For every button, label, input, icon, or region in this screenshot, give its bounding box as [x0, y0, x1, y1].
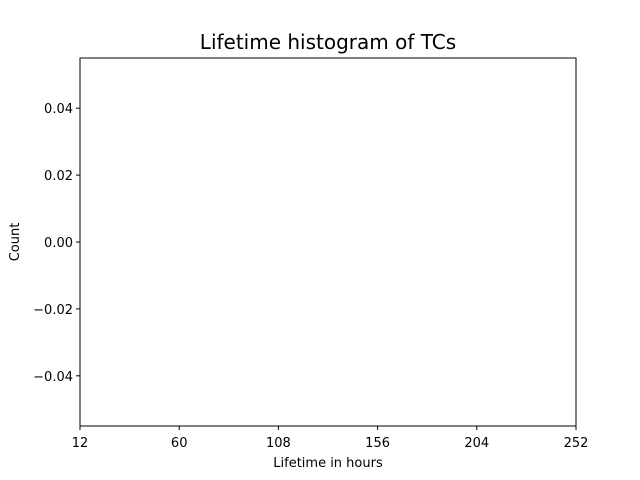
chart-title: Lifetime histogram of TCs	[200, 30, 456, 54]
y-tick-label: −0.04	[33, 370, 73, 385]
y-tick-label: 0.04	[44, 102, 73, 117]
y-tick-label: −0.02	[33, 303, 73, 318]
y-axis-label: Count	[8, 223, 23, 262]
x-tick-label: 108	[266, 436, 291, 451]
x-axis-ticks: 12 60 108 156 204 252	[72, 426, 589, 451]
y-tick-label: 0.00	[44, 236, 73, 251]
y-axis-ticks: −0.04 −0.02 0.00 0.02 0.04	[33, 102, 80, 385]
plot-area	[79, 57, 577, 427]
y-tick-label: 0.02	[44, 169, 73, 184]
x-tick-label: 60	[171, 436, 188, 451]
x-axis-label: Lifetime in hours	[273, 456, 383, 471]
x-tick-label: 156	[365, 436, 390, 451]
x-tick-label: 12	[72, 436, 89, 451]
x-tick-label: 252	[564, 436, 589, 451]
x-tick-label: 204	[464, 436, 489, 451]
